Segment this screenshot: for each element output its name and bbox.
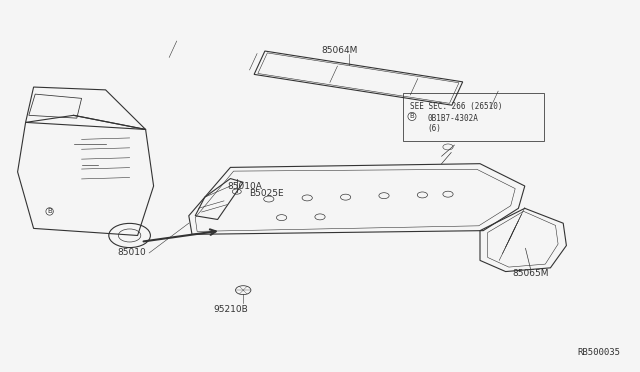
Text: B: B: [47, 208, 52, 214]
Text: 85065M: 85065M: [512, 269, 548, 278]
Text: 85010A: 85010A: [227, 182, 262, 191]
Text: B5025E: B5025E: [250, 189, 284, 198]
Text: 85064M: 85064M: [321, 46, 358, 55]
Text: RB500035: RB500035: [578, 348, 621, 357]
Text: B: B: [410, 113, 414, 119]
Text: 85010: 85010: [117, 248, 146, 257]
Text: 95210B: 95210B: [213, 305, 248, 314]
Text: SEE SEC. 266 (26510): SEE SEC. 266 (26510): [410, 102, 502, 111]
Text: (6): (6): [428, 124, 442, 132]
Text: 0B1B7-4302A: 0B1B7-4302A: [428, 114, 478, 123]
